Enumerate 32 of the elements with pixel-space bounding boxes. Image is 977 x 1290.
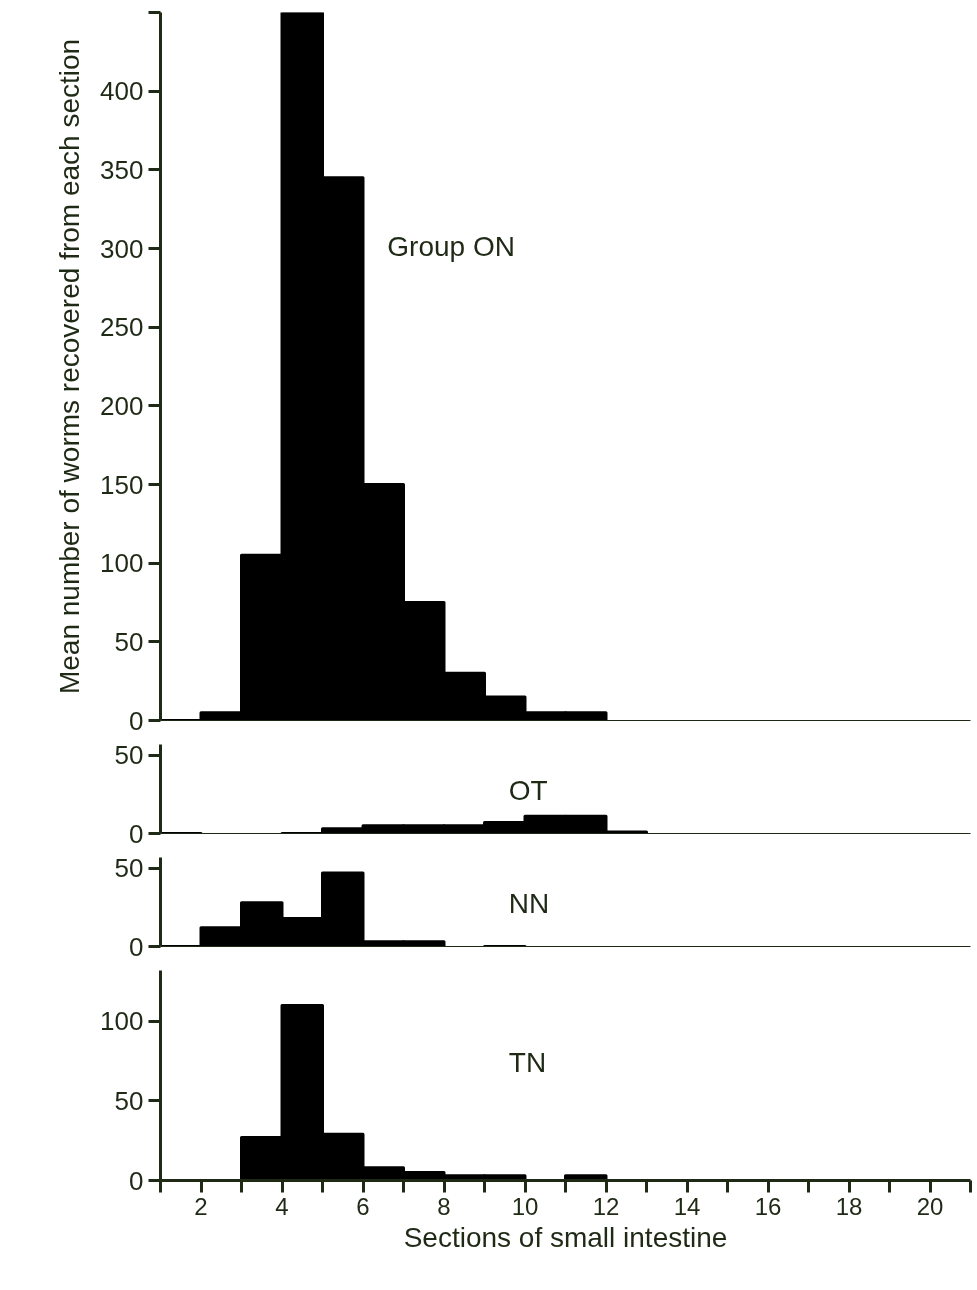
y-tick-label: 300 (100, 233, 144, 264)
y-tick-label: 50 (114, 853, 144, 884)
x-axis-title: Sections of small intestine (403, 1221, 728, 1253)
y-tick-label: 150 (100, 469, 144, 500)
y-tick-label: 50 (114, 740, 144, 771)
x-tick-label: 18 (835, 1192, 863, 1220)
y-tick-label: 250 (100, 312, 144, 343)
text: Group ON (387, 230, 515, 262)
x-tick-label: 20 (916, 1192, 944, 1220)
text: TN (508, 1047, 547, 1079)
x-tick-label: 14 (673, 1192, 701, 1220)
y-tick-label: 0 (129, 931, 144, 962)
y-tick-label: 400 (100, 76, 144, 107)
y-tick-label: 0 (129, 705, 144, 736)
text: NN (508, 888, 550, 920)
x-tick-label: 2 (194, 1192, 208, 1220)
y-tick-label: 0 (129, 1165, 144, 1196)
y-axis-title: Mean number of worms recovered from each section (54, 38, 86, 695)
y-tick-label: 0 (129, 818, 144, 849)
y-tick-label: 100 (100, 548, 144, 579)
text: OT (508, 775, 548, 807)
y-tick-label: 50 (114, 626, 144, 657)
y-tick-label: 100 (100, 1006, 144, 1037)
x-tick-label: 10 (511, 1192, 539, 1220)
x-tick-label: 12 (592, 1192, 620, 1220)
x-tick-label: 6 (356, 1192, 370, 1220)
x-tick-label: 16 (754, 1192, 782, 1220)
y-tick-label: 350 (100, 154, 144, 185)
x-tick-label: 4 (275, 1192, 289, 1220)
y-tick-label: 200 (100, 390, 144, 421)
x-tick-label: 8 (437, 1192, 451, 1220)
y-tick-label: 50 (114, 1085, 144, 1116)
